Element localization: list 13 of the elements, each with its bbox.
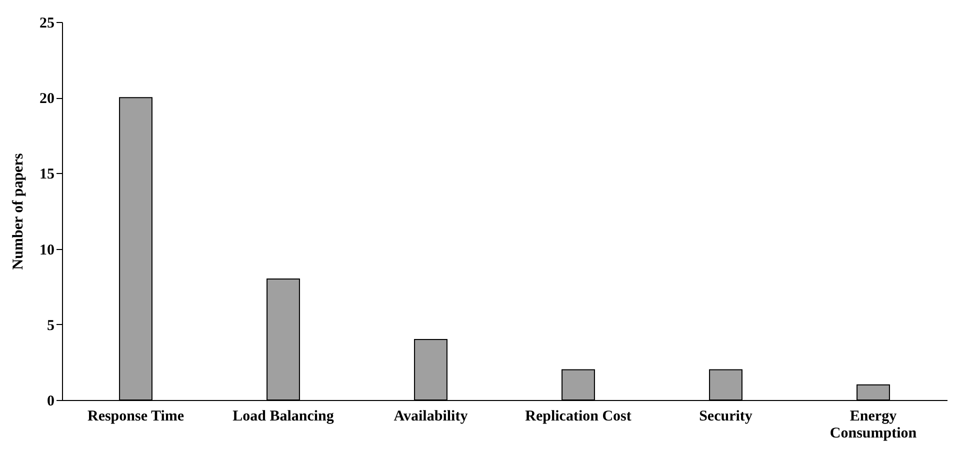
y-axis-title: Number of papers — [10, 153, 26, 270]
x-tick-label: Replication Cost — [525, 408, 632, 424]
y-tick-label: 25 — [40, 16, 54, 32]
y-tick-label: 0 — [47, 394, 54, 410]
y-tick-label: 5 — [47, 318, 54, 334]
x-tick-label: Response Time — [87, 408, 184, 424]
x-tick-label: Availability — [394, 408, 468, 424]
y-tick-label: 20 — [40, 91, 54, 108]
y-tick-label: 10 — [40, 242, 54, 258]
x-tick-label: Security — [699, 408, 753, 424]
y-tick-label: 15 — [40, 166, 54, 183]
x-tick-label: Energy Consumption — [830, 408, 918, 442]
x-tick-label: Load Balancing — [232, 408, 334, 424]
